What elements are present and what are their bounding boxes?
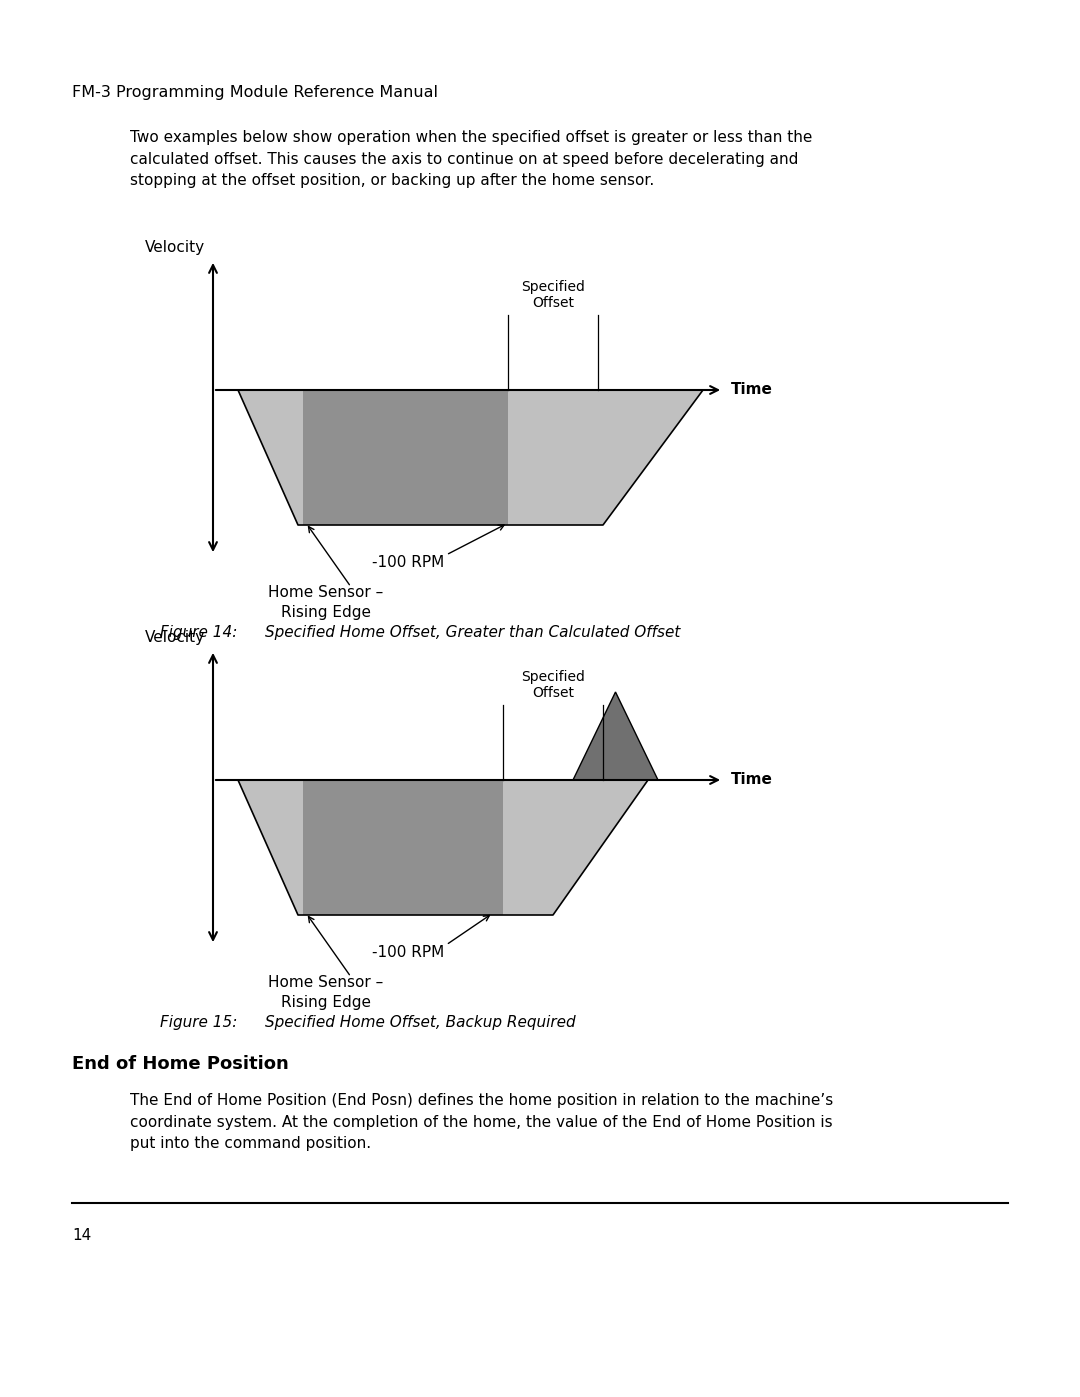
Text: Velocity: Velocity <box>145 630 205 645</box>
Text: FM-3 Programming Module Reference Manual: FM-3 Programming Module Reference Manual <box>72 85 438 101</box>
Text: Time: Time <box>731 773 773 788</box>
Text: Home Sensor –: Home Sensor – <box>268 585 383 599</box>
Text: Specified
Offset: Specified Offset <box>521 279 585 310</box>
Text: 14: 14 <box>72 1228 91 1243</box>
Text: Home Sensor –: Home Sensor – <box>268 975 383 990</box>
Text: Figure 14:: Figure 14: <box>160 624 238 640</box>
Text: Two examples below show operation when the specified offset is greater or less t: Two examples below show operation when t… <box>130 130 812 189</box>
Polygon shape <box>238 390 303 525</box>
Text: Rising Edge: Rising Edge <box>281 995 372 1010</box>
Text: Specified Home Offset, Backup Required: Specified Home Offset, Backup Required <box>265 1016 576 1030</box>
Polygon shape <box>508 390 703 525</box>
Text: Rising Edge: Rising Edge <box>281 605 372 620</box>
Text: End of Home Position: End of Home Position <box>72 1055 288 1073</box>
Text: -100 RPM: -100 RPM <box>372 944 444 960</box>
Polygon shape <box>303 780 503 915</box>
Text: -100 RPM: -100 RPM <box>372 555 444 570</box>
Text: The End of Home Position (End Posn) defines the home position in relation to the: The End of Home Position (End Posn) defi… <box>130 1092 834 1151</box>
Text: Specified Home Offset, Greater than Calculated Offset: Specified Home Offset, Greater than Calc… <box>265 624 680 640</box>
Text: Specified
Offset: Specified Offset <box>521 669 585 700</box>
Polygon shape <box>573 692 658 780</box>
Polygon shape <box>503 780 648 915</box>
Text: Velocity: Velocity <box>145 240 205 256</box>
Text: Figure 15:: Figure 15: <box>160 1016 238 1030</box>
Polygon shape <box>238 780 303 915</box>
Polygon shape <box>303 390 508 525</box>
Text: Time: Time <box>731 383 773 398</box>
